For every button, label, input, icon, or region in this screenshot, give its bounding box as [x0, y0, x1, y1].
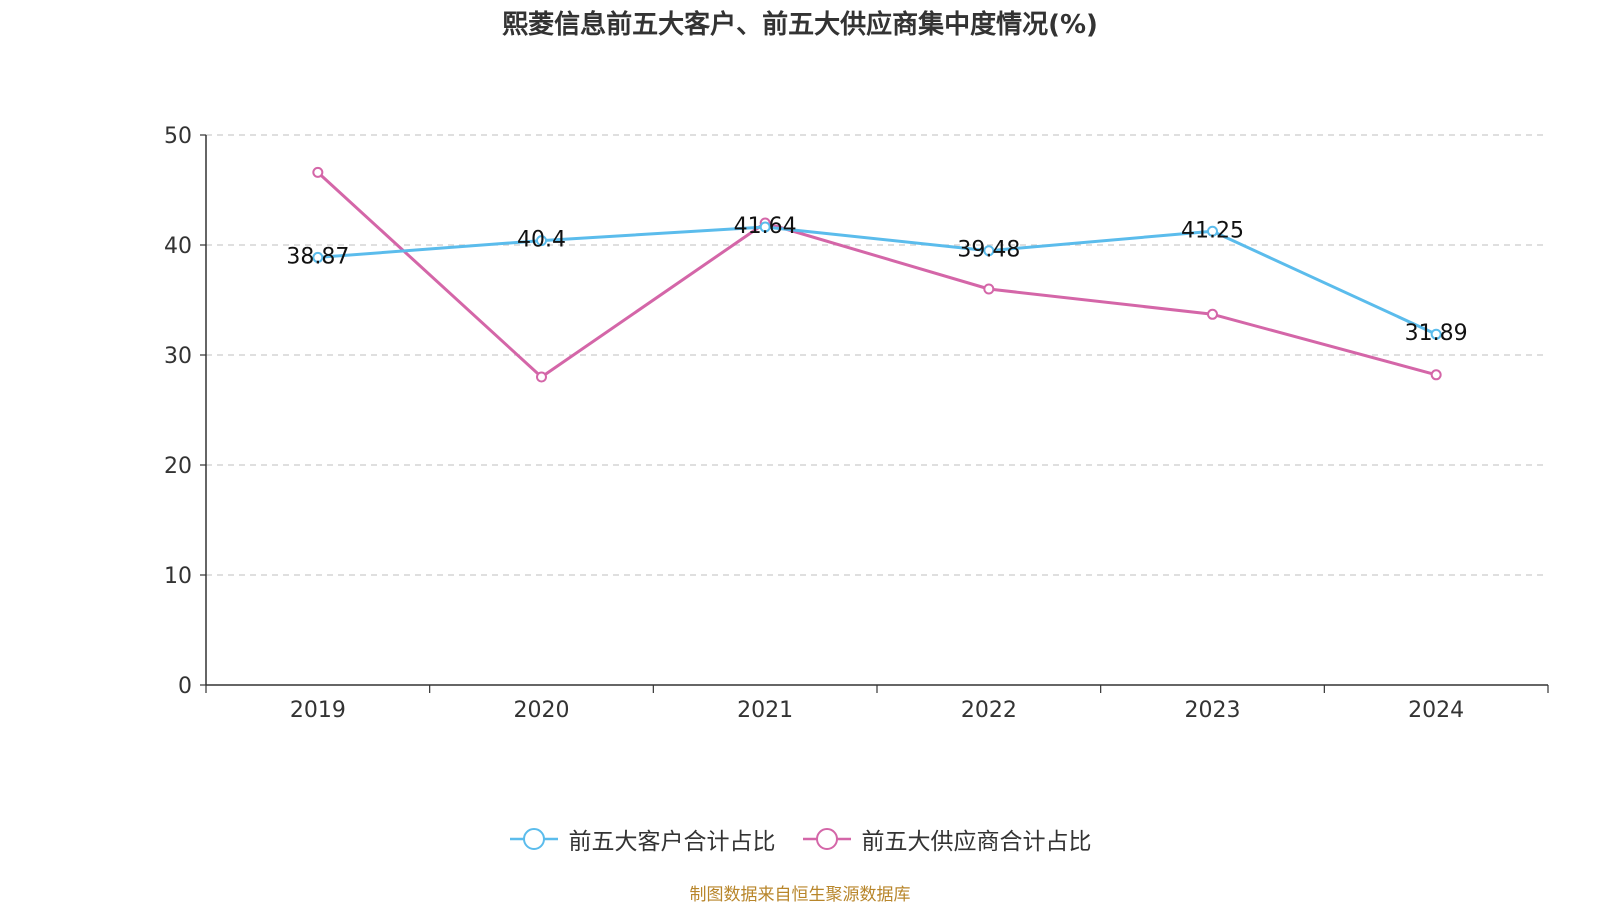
x-tick-label-2021: 2021: [737, 698, 793, 723]
x-tick-label-2023: 2023: [1185, 698, 1241, 723]
y-tick-label-0: 0: [178, 674, 192, 699]
y-tick-label-40: 40: [164, 234, 192, 259]
axes: 0 10 20 30 40 50 2019 2020 2021 2022 2023 2024: [164, 124, 1549, 723]
data-label-2019: 38.87: [286, 244, 349, 269]
series-0-point-2020: [536, 235, 547, 247]
series-1-point-2022: [983, 283, 995, 295]
series-1-point-2024: [1430, 369, 1442, 381]
data-label-2024: 31.89: [1405, 321, 1468, 346]
series-0-point-2021: [759, 221, 771, 233]
y-tick-label-20: 20: [164, 454, 192, 479]
series-0-point-2023: [1207, 225, 1218, 237]
series-0-point-2019: [312, 251, 324, 263]
data-label-2023: 41.25: [1181, 218, 1244, 243]
series-layer: [312, 166, 1442, 383]
x-tick-label-2024: 2024: [1408, 698, 1464, 723]
data-label-2021: 41.64: [734, 214, 797, 239]
data-label-2020: 40.4: [517, 228, 566, 253]
data-labels: 38.87 40.4 41.64 39.48 41.25 31.89: [286, 214, 1467, 346]
series-1-point-2020: [536, 371, 547, 383]
legend-swatch-customers: [509, 828, 558, 850]
legend-item-suppliers[interactable]: 前五大供应商合计占比: [802, 822, 1092, 856]
x-tick-label-2022: 2022: [961, 698, 1017, 723]
legend-label-suppliers: 前五大供应商合计占比: [861, 829, 1092, 855]
legend-item-customers[interactable]: 前五大客户合计占比: [509, 822, 776, 856]
source-note: 制图数据来自恒生聚源数据库: [689, 885, 911, 905]
grid-lines: [206, 134, 1548, 576]
chart-title: 熙菱信息前五大客户、前五大供应商集中度情况(%): [502, 10, 1098, 40]
series-0-point-2024: [1430, 328, 1442, 340]
x-tick-label-2020: 2020: [514, 698, 570, 723]
series-1-point-2019: [312, 166, 324, 178]
legend-swatch-suppliers: [802, 828, 851, 850]
series-0-point-2022: [983, 245, 995, 257]
x-tick-label-2019: 2019: [290, 698, 346, 723]
y-tick-label-10: 10: [164, 564, 192, 589]
data-label-2022: 39.48: [957, 238, 1020, 263]
legend: 前五大客户合计占比 前五大供应商合计占比: [0, 822, 1600, 856]
y-tick-label-50: 50: [164, 124, 192, 149]
series-line-1: [316, 171, 1437, 379]
y-tick-label-30: 30: [164, 344, 192, 369]
legend-label-customers: 前五大客户合计占比: [568, 829, 776, 855]
series-1-point-2023: [1207, 308, 1218, 320]
series-line-0: [317, 225, 1437, 336]
